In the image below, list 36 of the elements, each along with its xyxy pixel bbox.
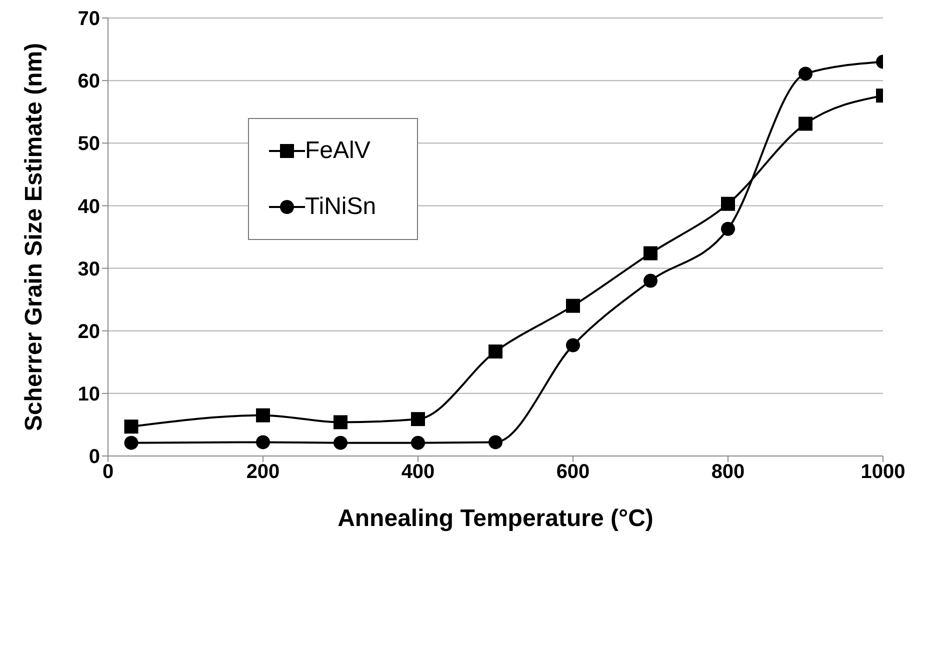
y-tick-label: 50 <box>78 133 100 156</box>
point <box>124 436 138 450</box>
point <box>334 415 348 430</box>
point <box>566 298 580 313</box>
point <box>488 344 502 359</box>
y-tick-label: 70 <box>78 8 100 30</box>
x-axis-title: Annealing Temperature (°C) <box>338 505 654 532</box>
point <box>256 435 270 450</box>
point <box>798 116 812 131</box>
x-tick-label: 800 <box>711 461 745 484</box>
point <box>256 408 270 422</box>
x-tick-label: 200 <box>246 461 280 484</box>
y-tick-label: 20 <box>78 320 100 343</box>
point <box>644 274 658 288</box>
point <box>644 246 658 260</box>
point <box>721 196 735 211</box>
y-tick-label: 0 <box>88 446 100 468</box>
point <box>334 436 348 450</box>
legend-label: FeAlV <box>305 137 370 165</box>
y-axis-title: Scherrer Grain Size Estimate (nm) <box>20 42 48 432</box>
x-tick-label: 600 <box>556 461 590 484</box>
x-tick-label: 1000 <box>860 461 906 484</box>
point <box>488 435 502 450</box>
point <box>411 412 425 426</box>
point <box>798 66 812 81</box>
point <box>124 420 138 434</box>
y-tick-label: 30 <box>78 258 100 280</box>
y-tick-label: 60 <box>78 70 100 93</box>
y-tick-label: 40 <box>78 196 100 218</box>
point <box>721 222 735 236</box>
point <box>411 436 425 450</box>
x-tick-label: 0 <box>102 461 114 484</box>
y-tick-label: 10 <box>78 384 100 406</box>
legend-label: TiNiSn <box>305 193 376 221</box>
x-tick-label: 400 <box>401 461 435 484</box>
point <box>566 338 580 352</box>
